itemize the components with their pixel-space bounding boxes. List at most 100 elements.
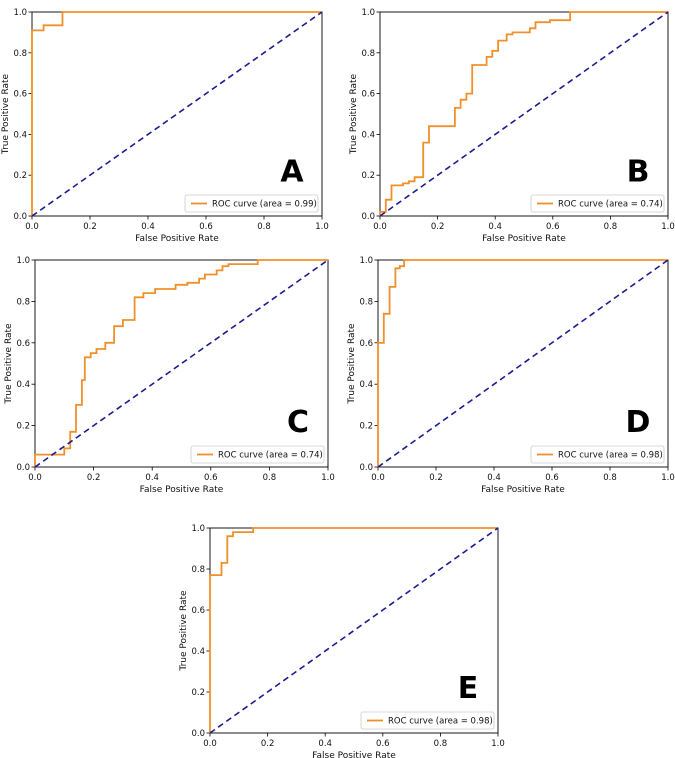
x-tick-label: 0.2 [429, 473, 443, 483]
y-tick-label: 0.0 [13, 212, 27, 222]
x-tick-label: 0.6 [546, 222, 560, 232]
roc-panel-a: 0.0 0.2 0.4 0.6 0.8 1.0 0.0 0.2 0.4 0.6 0.8 1.0 Fals… [1, 8, 329, 244]
y-tick-label: 0.2 [13, 171, 27, 181]
y-tick-label: 0.8 [16, 297, 30, 307]
chance-diagonal-line [209, 527, 499, 734]
panel-label: E [458, 671, 479, 706]
roc-curve-line [209, 527, 498, 733]
y-tick-label: 0.2 [359, 422, 373, 432]
y-tick-label: 1.0 [13, 8, 27, 18]
panel-label: B [627, 154, 650, 189]
roc-panel-e: 0.0 0.2 0.4 0.6 0.8 1.0 0.0 0.2 0.4 0.6 0.8 1.0 Fals… [179, 524, 505, 758]
legend: ROC curve (area = 0.74) [530, 194, 665, 213]
legend-label: ROC curve (area = 0.74) [218, 451, 323, 461]
legend-label: ROC curve (area = 0.98) [558, 451, 663, 461]
x-tick-label: 0.0 [25, 222, 39, 232]
y-tick-label: 0.6 [361, 90, 375, 100]
y-tick-label: 0.4 [13, 130, 27, 140]
x-axis-label: False Positive Rate [481, 485, 565, 495]
x-tick-label: 0.8 [604, 222, 618, 232]
y-tick-label: 0.4 [16, 380, 30, 390]
legend-label: ROC curve (area = 0.98) [388, 717, 493, 727]
y-tick-label: 0.6 [191, 606, 205, 616]
y-tick-label: 1.0 [16, 256, 30, 266]
x-axis-label: False Positive Rate [135, 234, 219, 244]
roc-curve-line [34, 259, 328, 467]
x-tick-label: 1.0 [661, 473, 675, 483]
x-tick-label: 0.6 [376, 739, 390, 749]
x-tick-label: 0.8 [257, 222, 271, 232]
plot-frame [379, 11, 669, 217]
legend-label: ROC curve (area = 0.74) [558, 200, 663, 210]
x-tick-label: 0.0 [373, 222, 387, 232]
y-axis-label: True Positive Rate [4, 323, 14, 405]
legend: ROC curve (area = 0.98) [360, 711, 495, 730]
y-tick-label: 0.8 [13, 49, 27, 59]
y-axis-label: True Positive Rate [1, 73, 11, 155]
x-axis-label: False Positive Rate [140, 485, 224, 495]
y-tick-label: 0.8 [191, 565, 205, 575]
x-tick-label: 0.8 [434, 739, 448, 749]
x-tick-label: 0.4 [318, 739, 332, 749]
x-tick-label: 1.0 [661, 222, 675, 232]
y-tick-label: 1.0 [361, 8, 375, 18]
chance-diagonal-line [34, 259, 329, 468]
chance-diagonal-line [379, 11, 669, 217]
roc-panel-d: 0.0 0.2 0.4 0.6 0.8 1.0 0.0 0.2 0.4 0.6 0.8 1.0 Fals… [347, 256, 675, 495]
y-tick-label: 0.4 [361, 130, 375, 140]
y-tick-label: 0.6 [16, 339, 30, 349]
y-tick-label: 0.4 [359, 380, 373, 390]
y-tick-label: 0.0 [16, 463, 30, 473]
y-axis-label: True Positive Rate [179, 590, 189, 672]
y-axis-label: True Positive Rate [349, 73, 359, 155]
y-tick-label: 0.2 [16, 422, 30, 432]
legend-box [530, 445, 665, 464]
x-tick-label: 0.6 [545, 473, 559, 483]
x-tick-label: 0.4 [487, 473, 501, 483]
y-tick-label: 0.8 [361, 49, 375, 59]
panel-label: A [280, 154, 304, 189]
x-tick-label: 0.2 [87, 473, 101, 483]
legend-box [190, 445, 325, 464]
y-tick-label: 0.0 [191, 729, 205, 739]
x-tick-label: 0.2 [261, 739, 275, 749]
x-tick-label: 1.0 [315, 222, 329, 232]
panel-label: C [287, 405, 309, 440]
y-tick-label: 0.0 [361, 212, 375, 222]
x-tick-label: 1.0 [491, 739, 505, 749]
x-tick-label: 0.2 [83, 222, 97, 232]
x-tick-label: 1.0 [321, 473, 335, 483]
chance-diagonal-line [31, 11, 323, 217]
legend: ROC curve (area = 0.74) [190, 445, 325, 464]
x-tick-label: 0.0 [28, 473, 42, 483]
y-tick-label: 1.0 [359, 256, 373, 266]
legend-box [530, 194, 665, 213]
panel-label: D [626, 405, 651, 440]
y-tick-label: 0.8 [359, 297, 373, 307]
roc-curve-line [377, 259, 668, 467]
roc-curve-line [379, 11, 668, 216]
x-axis-label: False Positive Rate [312, 751, 396, 758]
x-tick-label: 0.2 [431, 222, 445, 232]
y-axis-label: True Positive Rate [347, 323, 357, 405]
y-tick-label: 0.2 [361, 171, 375, 181]
x-tick-label: 0.0 [371, 473, 385, 483]
y-tick-label: 0.0 [359, 463, 373, 473]
y-tick-label: 0.2 [191, 688, 205, 698]
x-axis-label: False Positive Rate [482, 234, 566, 244]
x-tick-label: 0.8 [603, 473, 617, 483]
x-tick-label: 0.0 [203, 739, 217, 749]
y-tick-label: 1.0 [191, 524, 205, 534]
y-tick-label: 0.6 [13, 90, 27, 100]
legend-box [184, 194, 319, 213]
x-tick-label: 0.4 [145, 473, 159, 483]
y-tick-label: 0.4 [191, 647, 205, 657]
legend-box [360, 711, 495, 730]
roc-panel-c: 0.0 0.2 0.4 0.6 0.8 1.0 0.0 0.2 0.4 0.6 0.8 1.0 Fals… [4, 256, 335, 495]
legend: ROC curve (area = 0.98) [530, 445, 665, 464]
x-tick-label: 0.4 [488, 222, 502, 232]
roc-panel-b: 0.0 0.2 0.4 0.6 0.8 1.0 0.0 0.2 0.4 0.6 0.8 1.0 Fals… [349, 8, 675, 244]
x-tick-label: 0.4 [141, 222, 155, 232]
legend-label: ROC curve (area = 0.99) [212, 200, 317, 210]
